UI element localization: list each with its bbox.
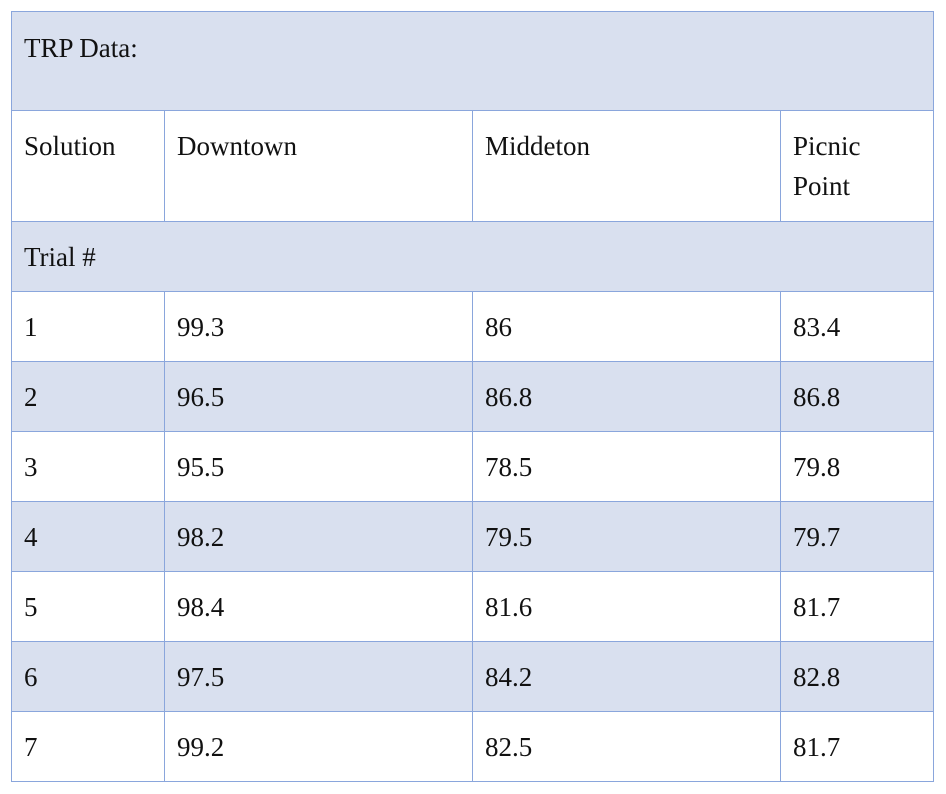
table-row: 6 97.5 84.2 82.8 xyxy=(11,641,934,712)
picnic-point-cell: 81.7 xyxy=(780,571,934,642)
table-header-row: Solution Downtown Middeton Picnic Point xyxy=(11,110,934,222)
middeton-cell: 84.2 xyxy=(472,641,781,712)
downtown-cell: 99.2 xyxy=(164,711,473,782)
trial-cell: 2 xyxy=(11,361,165,432)
table-row: 5 98.4 81.6 81.7 xyxy=(11,571,934,642)
table-row: 4 98.2 79.5 79.7 xyxy=(11,501,934,572)
column-header-middeton: Middeton xyxy=(472,110,781,222)
trial-cell: 1 xyxy=(11,291,165,362)
picnic-point-cell: 82.8 xyxy=(780,641,934,712)
column-header-picnic-point: Picnic Point xyxy=(780,110,934,222)
downtown-cell: 99.3 xyxy=(164,291,473,362)
picnic-point-cell: 79.7 xyxy=(780,501,934,572)
table-row: 7 99.2 82.5 81.7 xyxy=(11,711,934,782)
trial-number-label: Trial # xyxy=(11,221,934,292)
trial-cell: 7 xyxy=(11,711,165,782)
trial-cell: 6 xyxy=(11,641,165,712)
middeton-cell: 79.5 xyxy=(472,501,781,572)
trial-cell: 4 xyxy=(11,501,165,572)
table-subheader-row: Trial # xyxy=(11,221,934,292)
middeton-cell: 81.6 xyxy=(472,571,781,642)
downtown-cell: 97.5 xyxy=(164,641,473,712)
middeton-cell: 82.5 xyxy=(472,711,781,782)
trial-cell: 5 xyxy=(11,571,165,642)
middeton-cell: 86 xyxy=(472,291,781,362)
picnic-point-cell: 81.7 xyxy=(780,711,934,782)
table-row: 3 95.5 78.5 79.8 xyxy=(11,431,934,502)
middeton-cell: 86.8 xyxy=(472,361,781,432)
table-title-row: TRP Data: xyxy=(11,11,934,111)
picnic-point-cell: 79.8 xyxy=(780,431,934,502)
downtown-cell: 95.5 xyxy=(164,431,473,502)
picnic-point-cell: 83.4 xyxy=(780,291,934,362)
column-header-downtown: Downtown xyxy=(164,110,473,222)
table-title: TRP Data: xyxy=(11,11,934,111)
downtown-cell: 98.4 xyxy=(164,571,473,642)
picnic-point-cell: 86.8 xyxy=(780,361,934,432)
trp-data-table: TRP Data: Solution Downtown Middeton Pic… xyxy=(11,11,934,782)
table-row: 1 99.3 86 83.4 xyxy=(11,291,934,362)
column-header-solution: Solution xyxy=(11,110,165,222)
trial-cell: 3 xyxy=(11,431,165,502)
table-row: 2 96.5 86.8 86.8 xyxy=(11,361,934,432)
middeton-cell: 78.5 xyxy=(472,431,781,502)
downtown-cell: 98.2 xyxy=(164,501,473,572)
downtown-cell: 96.5 xyxy=(164,361,473,432)
